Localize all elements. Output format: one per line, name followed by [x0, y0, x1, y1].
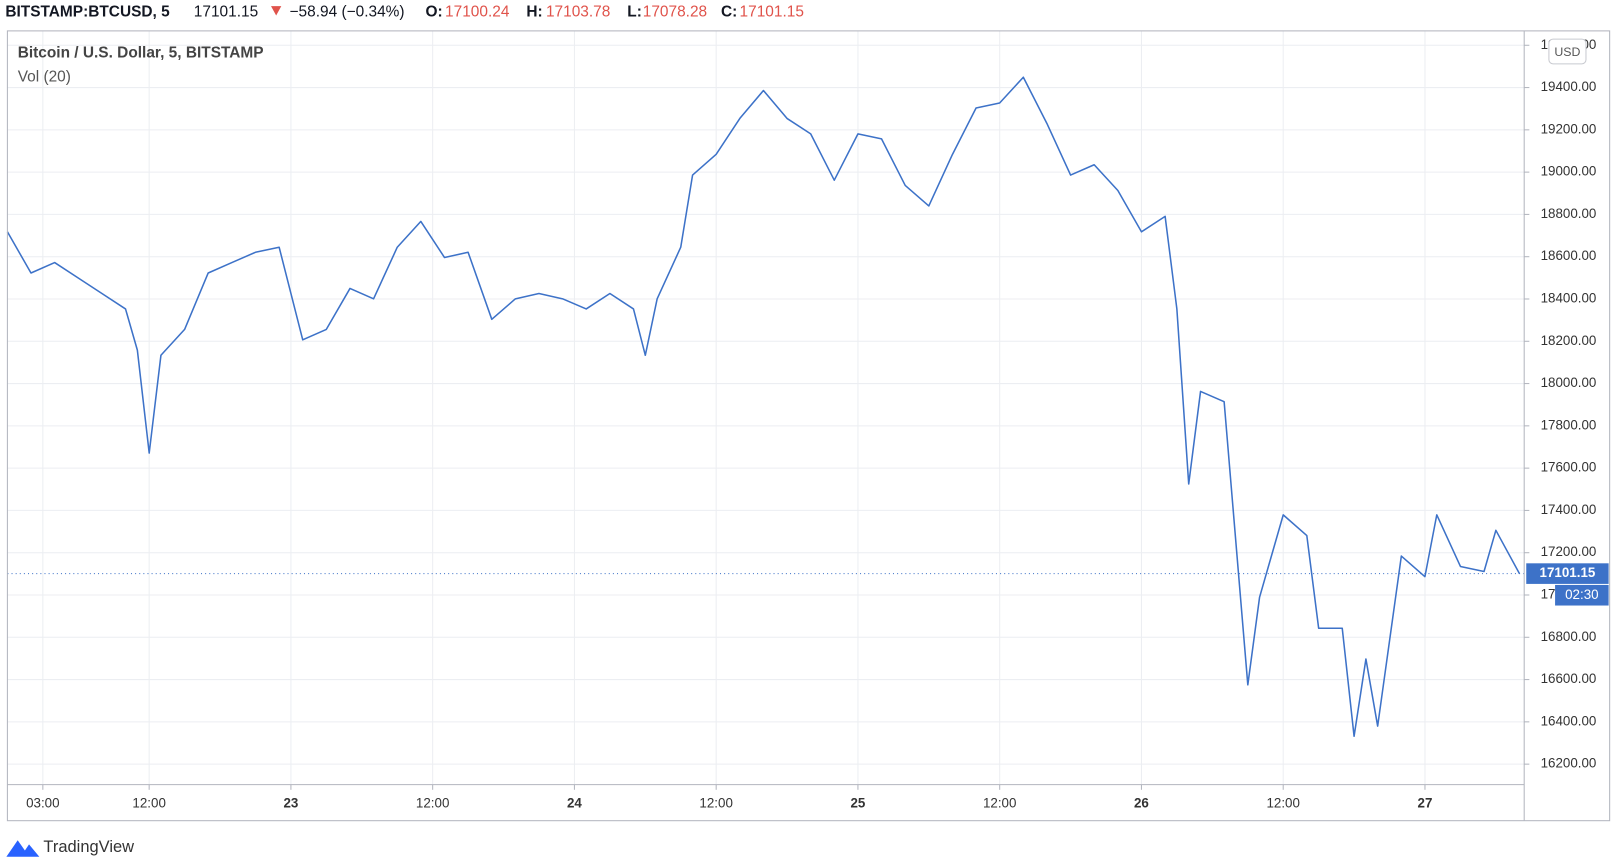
- x-tick-label: 23: [283, 796, 298, 811]
- countdown: 02:30: [1565, 587, 1598, 602]
- down-arrow: [271, 6, 282, 16]
- x-tick-label: 12:00: [1266, 796, 1299, 811]
- y-tick-label: 17400.00: [1541, 502, 1597, 517]
- countdown-badge: [1555, 584, 1609, 606]
- x-tick-label: 12:00: [983, 796, 1016, 811]
- close-label: C:: [721, 3, 737, 20]
- currency[interactable]: USD: [1554, 45, 1580, 59]
- close: 17101.15: [740, 3, 804, 20]
- y-tick-label: 16800.00: [1541, 629, 1597, 644]
- y-tick-label: 19200.00: [1541, 121, 1597, 136]
- y-tick-label: 17800.00: [1541, 417, 1597, 432]
- plot: [6, 76, 1525, 738]
- low-label: L:: [627, 3, 642, 20]
- x-tick-label: 26: [1134, 796, 1149, 811]
- x-tick-label: 24: [567, 796, 582, 811]
- high: 17103.78: [546, 3, 610, 20]
- x-tick-label: 12:00: [132, 796, 165, 811]
- open: 17100.24: [445, 3, 510, 20]
- chart-frame: [6, 30, 1611, 822]
- y-tick-label: 18400.00: [1541, 291, 1597, 306]
- x-tick-label: 03:00: [26, 796, 59, 811]
- last-price-label: 17101.15: [1540, 565, 1596, 580]
- y-tick-label: 18000.00: [1541, 375, 1597, 390]
- y-tick-label: 18800.00: [1541, 206, 1597, 221]
- y-tick-label: 17600.00: [1541, 460, 1597, 475]
- y-tick-label: 16400.00: [1541, 713, 1597, 728]
- y-tick-label: 18200.00: [1541, 333, 1597, 348]
- change: −58.94 (−0.34%): [290, 3, 405, 20]
- x-tick-label: 27: [1418, 796, 1433, 811]
- y-tick-label: 16200.00: [1541, 756, 1597, 771]
- brand-name: TradingView: [43, 838, 134, 856]
- brand-logo: [6, 840, 40, 857]
- low: 17078.28: [643, 3, 707, 20]
- last-price: 17101.15: [194, 3, 258, 20]
- y-tick-label: 19000.00: [1541, 164, 1597, 179]
- grid: [7, 30, 1525, 785]
- open-label: O:: [425, 3, 442, 20]
- x-tick-label: 12:00: [416, 796, 449, 811]
- chart-title: Bitcoin / U.S. Dollar, 5, BITSTAMP: [18, 45, 264, 62]
- x-tick-label: 12:00: [699, 796, 732, 811]
- x-tick-label: 25: [850, 796, 865, 811]
- y-tick-label: 17200.00: [1541, 544, 1597, 559]
- y-tick-label: 16600.00: [1541, 671, 1597, 686]
- currency-box[interactable]: [1548, 38, 1587, 65]
- high-label: H:: [526, 3, 542, 20]
- y-tick-label: 18600.00: [1541, 248, 1597, 263]
- chart-subtitle: Vol (20): [18, 68, 71, 85]
- y-tick-label: 19400.00: [1541, 79, 1597, 94]
- badges: USD 17101.15 02:30: [1526, 38, 1609, 606]
- symbol: BITSTAMP:BTCUSD, 5: [5, 3, 170, 20]
- brand: TradingView: [6, 838, 134, 857]
- last-price-badge: [1526, 563, 1609, 584]
- price-line: [6, 76, 1521, 738]
